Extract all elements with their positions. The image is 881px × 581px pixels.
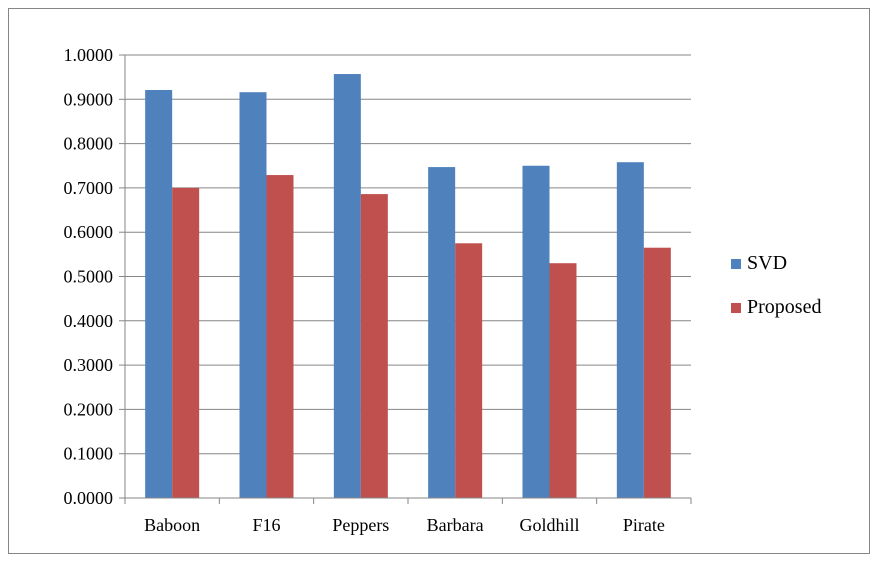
- bar-proposed-pirate: [643, 247, 671, 498]
- x-tick-label: Pirate: [623, 515, 665, 535]
- x-tick-label: Barbara: [427, 515, 484, 535]
- legend-label-svd: SVD: [747, 252, 787, 274]
- y-tick-label: 0.6000: [64, 222, 114, 242]
- bar-svd-goldhill: [522, 165, 550, 498]
- x-tick-label: Peppers: [332, 515, 389, 535]
- bar-proposed-goldhill: [549, 263, 577, 498]
- bar-svd-f16: [239, 92, 267, 498]
- y-tick-label: 0.1000: [64, 444, 114, 464]
- legend: SVD Proposed: [731, 252, 821, 318]
- legend-swatch-svd: [731, 259, 741, 269]
- x-tick-label: F16: [252, 515, 280, 535]
- y-tick-label: 0.0000: [64, 488, 114, 508]
- x-tick-label: Baboon: [144, 515, 200, 535]
- axes: 0.0000 0.1000 0.2000 0.3000 0.4000 0.5000 0.60…: [64, 45, 692, 535]
- bar-chart: 0.0000 0.1000 0.2000 0.3000 0.4000 0.5000 0.60…: [64, 45, 822, 535]
- y-tick-label: 0.5000: [64, 267, 114, 287]
- gridlines: [125, 54, 691, 455]
- y-tick-label: 0.7000: [64, 178, 114, 198]
- y-tick-label: 0.2000: [64, 399, 114, 419]
- y-tick-label: 0.3000: [64, 355, 114, 375]
- bar-svd-barbara: [428, 167, 456, 499]
- y-tick-label: 0.9000: [64, 89, 114, 109]
- bar-proposed-baboon: [172, 187, 200, 498]
- legend-label-proposed: Proposed: [747, 296, 821, 318]
- y-tick-label: 0.4000: [64, 311, 114, 331]
- bar-proposed-peppers: [360, 194, 388, 499]
- bar-proposed-barbara: [455, 243, 483, 498]
- y-tick-label: 0.8000: [64, 134, 114, 154]
- legend-swatch-proposed: [731, 303, 741, 313]
- bar-proposed-f16: [266, 175, 294, 499]
- x-tick-label: Goldhill: [519, 515, 579, 535]
- bars: [145, 74, 671, 499]
- bar-svd-peppers: [333, 74, 361, 498]
- bar-svd-pirate: [616, 162, 644, 498]
- bar-svd-baboon: [145, 89, 173, 498]
- y-tick-label: 1.0000: [64, 45, 114, 65]
